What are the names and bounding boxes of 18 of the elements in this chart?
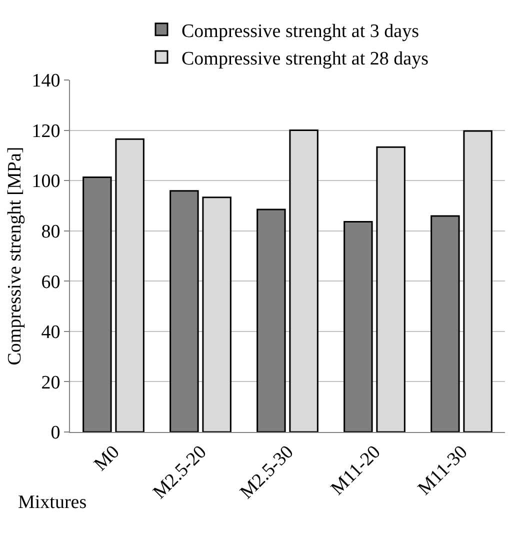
x-axis-title: Mixtures	[18, 492, 87, 513]
legend-label: Compressive strenght at 28 days	[182, 48, 428, 70]
bar	[202, 196, 232, 432]
y-tick-label: 80	[41, 222, 60, 243]
y-tick-label: 0	[50, 422, 60, 444]
bar	[463, 130, 492, 432]
y-tick-label: 100	[32, 171, 60, 192]
y-tick-label: 40	[41, 322, 60, 344]
y-tick-label: 60	[41, 272, 60, 293]
y-tick-label: 20	[41, 372, 60, 394]
y-axis-title: Compressive strenght [MPa]	[4, 146, 26, 366]
legend-label: Compressive strenght at 3 days	[182, 20, 419, 42]
bar	[115, 138, 144, 432]
y-tick-label: 120	[32, 120, 60, 142]
bar	[289, 130, 318, 432]
bar	[376, 146, 406, 432]
y-tick-label: 140	[32, 70, 60, 92]
x-tick-label: M0	[90, 442, 124, 476]
